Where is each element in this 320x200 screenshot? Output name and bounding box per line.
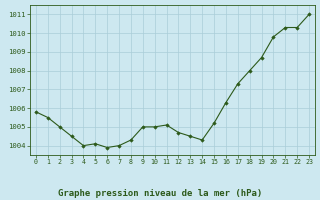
Text: Graphe pression niveau de la mer (hPa): Graphe pression niveau de la mer (hPa) <box>58 189 262 198</box>
